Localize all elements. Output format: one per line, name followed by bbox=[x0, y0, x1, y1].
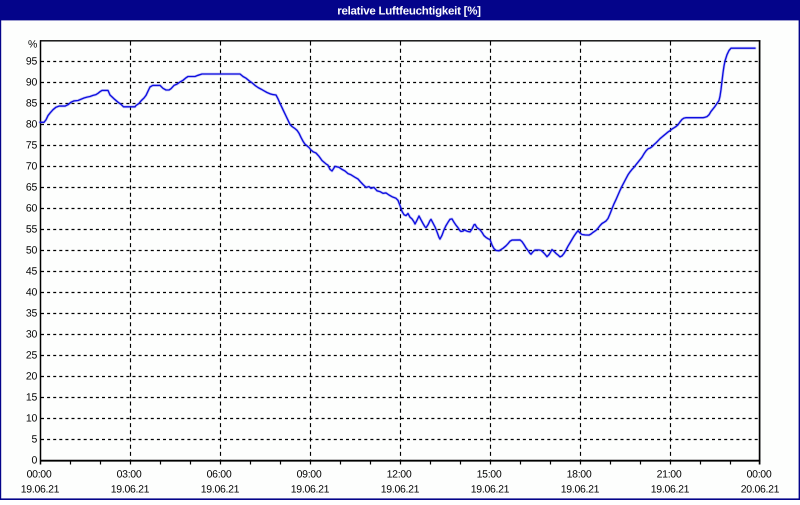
svg-text:19.06.21: 19.06.21 bbox=[291, 484, 330, 496]
svg-text:19.06.21: 19.06.21 bbox=[471, 484, 510, 496]
svg-text:09:00: 09:00 bbox=[297, 468, 322, 480]
svg-text:19.06.21: 19.06.21 bbox=[111, 484, 150, 496]
svg-text:15: 15 bbox=[26, 392, 38, 404]
svg-text:45: 45 bbox=[26, 266, 38, 278]
svg-text:60: 60 bbox=[26, 203, 38, 215]
svg-text:00:00: 00:00 bbox=[27, 468, 52, 480]
svg-text:18:00: 18:00 bbox=[567, 468, 592, 480]
svg-text:5: 5 bbox=[31, 434, 37, 446]
svg-text:10: 10 bbox=[26, 413, 38, 425]
svg-text:15:00: 15:00 bbox=[477, 468, 502, 480]
svg-text:06:00: 06:00 bbox=[207, 468, 232, 480]
svg-text:55: 55 bbox=[26, 224, 38, 236]
svg-text:03:00: 03:00 bbox=[117, 468, 142, 480]
svg-text:19.06.21: 19.06.21 bbox=[201, 484, 240, 496]
svg-text:20: 20 bbox=[26, 371, 38, 383]
svg-text:relative Luftfeuchtigkeit [%]: relative Luftfeuchtigkeit [%] bbox=[337, 6, 481, 18]
svg-text:50: 50 bbox=[26, 245, 38, 257]
svg-text:90: 90 bbox=[26, 77, 38, 89]
svg-text:21:00: 21:00 bbox=[657, 468, 682, 480]
svg-text:70: 70 bbox=[26, 161, 38, 173]
svg-text:20.06.21: 20.06.21 bbox=[741, 484, 780, 496]
svg-text:19.06.21: 19.06.21 bbox=[21, 484, 60, 496]
svg-text:19.06.21: 19.06.21 bbox=[561, 484, 600, 496]
svg-text:19.06.21: 19.06.21 bbox=[651, 484, 690, 496]
svg-text:00:00: 00:00 bbox=[747, 468, 772, 480]
svg-text:19.06.21: 19.06.21 bbox=[381, 484, 420, 496]
svg-text:35: 35 bbox=[26, 308, 38, 320]
svg-text:25: 25 bbox=[26, 350, 38, 362]
svg-text:30: 30 bbox=[26, 329, 38, 341]
svg-text:12:00: 12:00 bbox=[387, 468, 412, 480]
svg-text:85: 85 bbox=[26, 98, 38, 110]
svg-text:40: 40 bbox=[26, 287, 38, 299]
svg-text:95: 95 bbox=[26, 56, 38, 68]
svg-text:65: 65 bbox=[26, 182, 38, 194]
svg-text:75: 75 bbox=[26, 140, 38, 152]
svg-text:80: 80 bbox=[26, 119, 38, 131]
svg-text:%: % bbox=[28, 38, 37, 50]
svg-text:0: 0 bbox=[31, 455, 37, 467]
